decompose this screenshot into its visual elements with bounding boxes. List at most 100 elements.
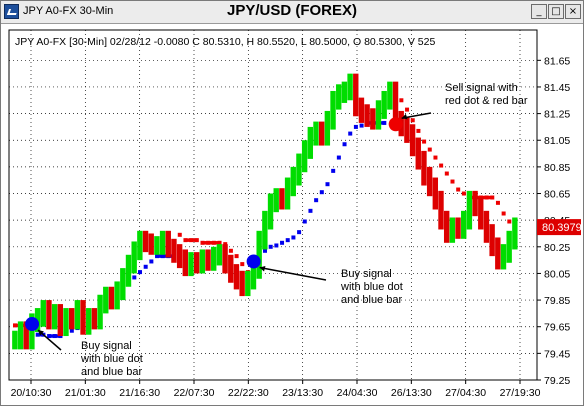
- signal-dot: [495, 200, 500, 205]
- chart-grid: [9, 30, 537, 381]
- signal-dot: [353, 124, 358, 129]
- price-bar: [313, 121, 319, 146]
- price-bar: [341, 81, 348, 103]
- price-bar: [296, 153, 302, 186]
- price-bar: [353, 73, 359, 117]
- signal-dot: [240, 262, 245, 267]
- y-tick-label: 80.65: [544, 189, 570, 201]
- y-tick-label: 81.45: [544, 82, 570, 94]
- price-bar: [86, 308, 92, 335]
- y-tick-label: 79.45: [544, 348, 570, 360]
- price-bar: [262, 210, 268, 250]
- price-bar: [188, 252, 194, 277]
- y-tick-label: 79.65: [544, 322, 570, 334]
- price-bar: [148, 233, 154, 255]
- price-bar: [40, 300, 46, 327]
- price-bar: [120, 268, 126, 301]
- x-tick-label: 26/13:30: [391, 387, 432, 399]
- price-bars: [12, 73, 518, 350]
- price-bar: [97, 294, 103, 330]
- price-bar: [500, 244, 507, 270]
- price-bar: [438, 190, 444, 230]
- price-chart[interactable]: JPY A0-FX [30-Min] 02/28/12 -0.0080 C 80…: [1, 24, 583, 405]
- price-bar: [125, 254, 132, 287]
- price-bar: [512, 217, 518, 250]
- price-bar: [29, 313, 35, 350]
- price-bar: [182, 249, 189, 277]
- signal-dot: [177, 232, 182, 237]
- price-bar: [199, 249, 206, 274]
- signal-dot: [501, 211, 506, 216]
- signal-dot: [280, 240, 285, 245]
- window-title: JPY A0-FX 30-Min: [23, 5, 114, 17]
- y-tick-label: 80.25: [544, 242, 570, 254]
- signal-dot: [439, 163, 444, 168]
- buy-signal-dot: [246, 254, 261, 269]
- annotation-arrow: [259, 266, 327, 281]
- price-bar: [290, 166, 296, 197]
- price-bar: [409, 124, 416, 157]
- price-bar: [233, 264, 240, 290]
- price-bar: [80, 300, 86, 335]
- buy-signal-dot: [25, 317, 40, 332]
- signal-dot: [490, 195, 495, 200]
- y-tick-label: 81.65: [544, 55, 570, 67]
- price-bar: [51, 304, 58, 330]
- price-bar: [330, 90, 336, 130]
- signal-markers: [25, 117, 403, 332]
- price-bar: [108, 286, 115, 310]
- signal-dot: [268, 244, 273, 249]
- annotation-arrowhead: [259, 265, 266, 272]
- price-bar: [17, 321, 24, 350]
- close-button[interactable]: ×: [565, 4, 581, 19]
- ohlc-info-line: JPY A0-FX [30-Min] 02/28/12 -0.0080 C 80…: [15, 36, 435, 48]
- signal-dot: [274, 243, 279, 248]
- price-bar: [284, 177, 291, 210]
- signal-dot: [138, 270, 142, 275]
- signal-dot: [325, 182, 330, 187]
- signal-dot: [291, 235, 296, 240]
- price-bar: [364, 104, 370, 127]
- signal-dot: [58, 334, 63, 339]
- signal-dot: [507, 219, 512, 224]
- price-bar: [421, 150, 427, 186]
- signal-dot: [410, 118, 415, 123]
- y-tick-label: 79.25: [544, 375, 570, 387]
- annotation-arrowhead: [401, 113, 408, 120]
- signal-dot: [359, 123, 364, 128]
- annotation-text: with blue dot: [80, 353, 143, 365]
- price-bar: [267, 193, 274, 230]
- price-bar: [68, 308, 75, 330]
- x-tick-label: 23/13:30: [282, 387, 323, 399]
- minimize-button[interactable]: _: [531, 4, 547, 19]
- price-bar: [489, 224, 495, 257]
- signal-dot: [461, 191, 466, 196]
- signal-dot: [336, 155, 341, 160]
- price-bar: [455, 217, 461, 239]
- signal-dot: [416, 128, 421, 133]
- maximize-button[interactable]: □: [548, 4, 564, 19]
- price-bar: [222, 244, 228, 274]
- signal-dot: [405, 107, 410, 112]
- signal-dot: [422, 139, 427, 144]
- price-bar: [165, 230, 171, 258]
- last-price-label: 80.3979: [542, 222, 582, 234]
- signal-dot: [228, 248, 233, 253]
- x-tick-label: 22/07:30: [174, 387, 215, 399]
- price-bar: [63, 308, 69, 337]
- signal-dot: [456, 187, 461, 192]
- y-tick-label: 81.25: [544, 109, 570, 121]
- price-bar: [228, 254, 234, 283]
- price-bar: [273, 188, 279, 213]
- signal-dot: [143, 264, 148, 269]
- title-bar[interactable]: JPY A0-FX 30-Min JPY/USD (FOREX) _ □ ×: [1, 1, 583, 24]
- signal-dot: [297, 230, 302, 235]
- price-bar: [159, 230, 166, 255]
- chart-app-icon: [4, 4, 19, 19]
- price-bar: [392, 81, 399, 130]
- price-bar: [176, 244, 183, 269]
- price-bar: [506, 230, 512, 263]
- price-bar: [347, 73, 353, 101]
- price-bar: [318, 121, 325, 146]
